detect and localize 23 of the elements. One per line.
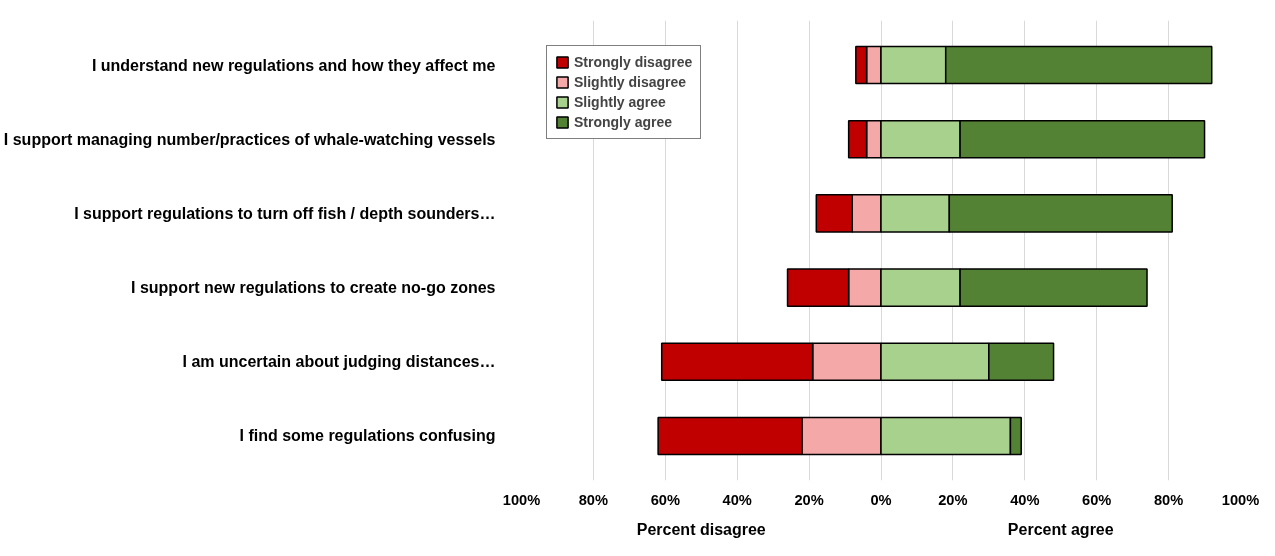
text: Percent disagree [636, 520, 766, 538]
legend-label: Slightly disagree [574, 74, 687, 90]
x-tick-label: 100% [1221, 491, 1260, 508]
x-tick-label: 20% [938, 491, 968, 508]
y-tick-label: I support new regulations to create no-go zones [131, 279, 496, 297]
x-tick-label: 80% [1153, 491, 1184, 508]
legend-label: Strongly disagree [574, 54, 693, 70]
y-tick-label: I understand new regulations and how they affect me [91, 56, 496, 74]
x-tick-label: 80% [578, 491, 609, 508]
x-tick-label: 40% [1010, 491, 1040, 508]
x-tick-label: 40% [722, 491, 752, 508]
y-tick-label: I find some regulations confusing [239, 427, 496, 445]
y-tick-label: I support managing number/practices of whale-watching vessels [3, 130, 496, 148]
text: Percent agree [1007, 520, 1114, 538]
x-tick-label: 0% [870, 491, 892, 508]
x-tick-label: 60% [1082, 491, 1112, 508]
x-tick-label: 100% [502, 491, 541, 508]
x-tick-label: 20% [794, 491, 824, 508]
x-tick-label: 60% [650, 491, 680, 508]
legend-label: Slightly agree [574, 94, 666, 110]
y-tick-label: I am uncertain about judging distances… [182, 353, 496, 371]
legend-label: Strongly agree [574, 114, 673, 130]
y-tick-label: I support regulations to turn off fish / depth sounders… [74, 204, 496, 222]
